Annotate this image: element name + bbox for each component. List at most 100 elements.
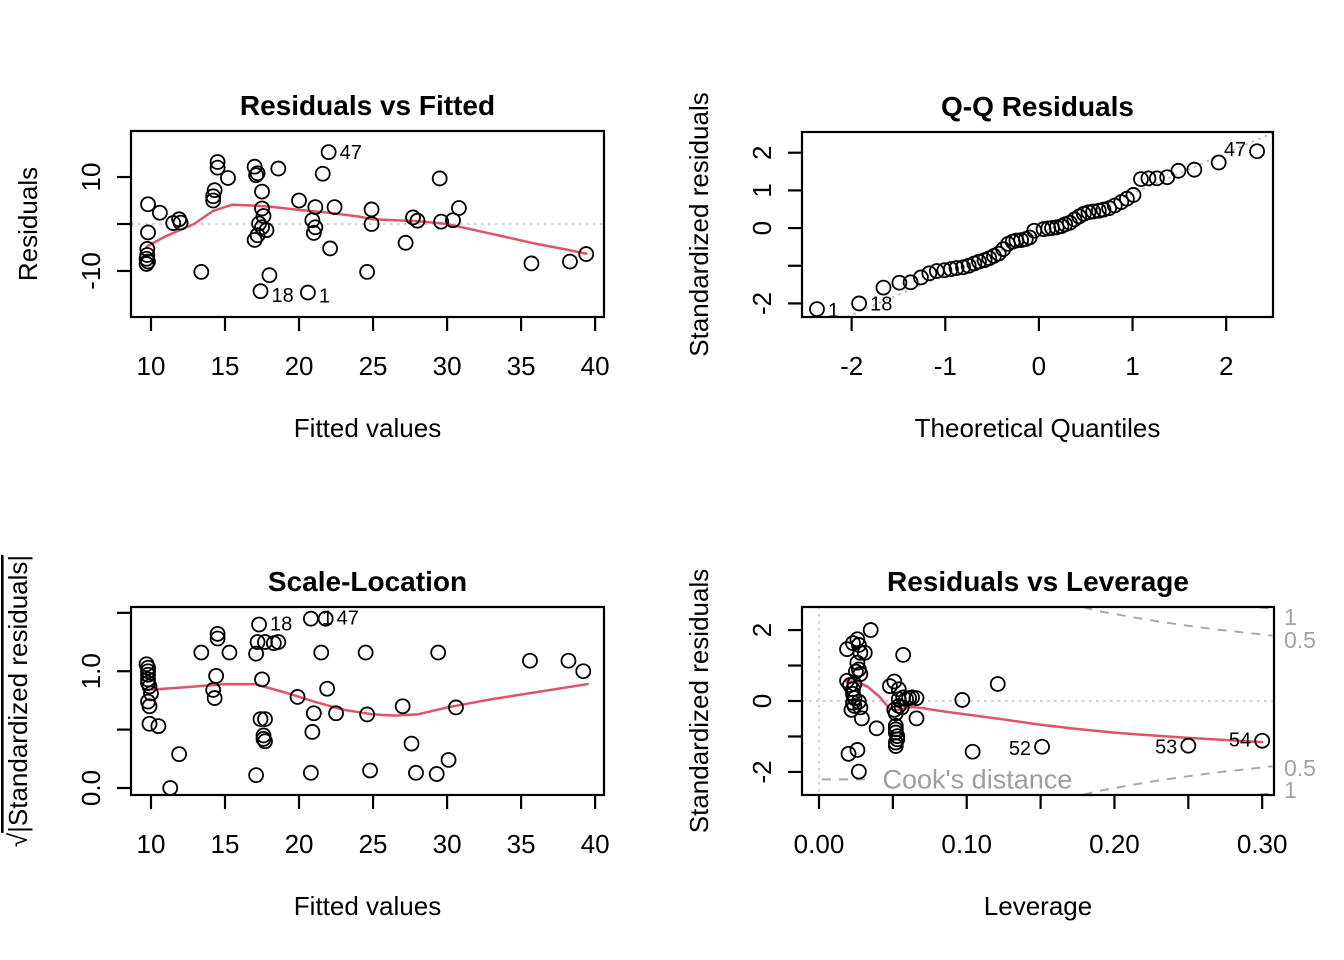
panel-title: Q-Q Residuals — [941, 91, 1134, 122]
data-point — [138, 256, 155, 272]
data-point — [171, 746, 188, 763]
x-tick-label: 0.30 — [1237, 829, 1288, 859]
data-point — [314, 165, 331, 182]
data-point — [881, 678, 898, 695]
x-tick-label: 40 — [581, 829, 610, 859]
data-point — [205, 192, 222, 209]
data-point — [856, 644, 873, 661]
data-point — [248, 767, 264, 784]
data-point — [913, 269, 929, 286]
data-point — [150, 718, 167, 735]
data-point — [254, 183, 270, 200]
point-label-1: 1 — [322, 608, 333, 630]
data-point — [1249, 143, 1265, 160]
data-point — [1254, 732, 1271, 749]
x-tick-label: 2 — [1219, 351, 1233, 381]
data-point — [887, 738, 904, 754]
cooks-distance-contour-0.5 — [1083, 607, 1273, 637]
data-point — [328, 705, 344, 722]
data-point — [1210, 154, 1227, 171]
panel-title: Residuals vs Leverage — [887, 566, 1189, 597]
qq-reference-line — [846, 132, 1273, 317]
cooks-distance-contour-0.5 — [1083, 765, 1273, 795]
data-point — [319, 680, 336, 697]
data-point — [1148, 170, 1165, 187]
data-point — [305, 225, 322, 241]
x-axis-title: Theoretical Quantiles — [915, 413, 1161, 443]
data-point — [578, 246, 595, 262]
panel-scale-location: 18 1 47 10 15 20 25 30 35 40 0.0 1.0 Scale-Location F… — [3, 555, 610, 921]
data-point — [852, 699, 869, 716]
data-point — [989, 676, 1006, 692]
data-point — [209, 159, 226, 176]
data-point — [408, 764, 424, 781]
smooth-trend-line — [844, 679, 1264, 744]
data-point — [852, 644, 869, 661]
panel-clipped-lines — [131, 203, 604, 255]
data-point — [908, 710, 925, 727]
data-point — [575, 663, 592, 680]
data-point — [440, 752, 457, 768]
data-point — [140, 666, 156, 683]
data-point — [143, 685, 159, 702]
data-point — [448, 699, 464, 716]
data-point — [895, 646, 912, 663]
data-point — [890, 681, 907, 698]
panel-clipped-lines — [145, 682, 589, 717]
data-point — [1133, 171, 1149, 187]
data-point — [206, 690, 223, 706]
data-point — [1180, 737, 1197, 754]
data-point — [254, 671, 270, 688]
panel-residuals-vs-fitted: 47 18 1 10 15 20 25 30 35 40 -10 10 Residuals vs Fit… — [13, 90, 610, 443]
y-axis-title: Standardized residuals — [684, 92, 714, 357]
data-point — [363, 216, 380, 232]
data-point — [326, 199, 343, 215]
data-point — [846, 698, 863, 714]
data-point — [405, 209, 421, 226]
point-label-54: 54 — [1229, 730, 1251, 752]
y-tick-label: 2 — [747, 623, 777, 637]
point-label-18: 18 — [870, 293, 892, 315]
data-point — [257, 711, 273, 727]
y-tick-label: 0.0 — [76, 770, 106, 806]
data-point — [252, 283, 269, 300]
data-point — [428, 766, 445, 782]
data-point — [248, 167, 264, 184]
point-label-47: 47 — [340, 142, 362, 164]
data-point — [522, 652, 538, 669]
data-point — [162, 780, 179, 796]
data-point — [839, 672, 855, 689]
data-point — [451, 200, 467, 216]
data-point — [270, 634, 287, 650]
y-axis-title: Standardized residuals — [684, 569, 714, 834]
data-point — [948, 260, 965, 276]
y-tick-label: 1.0 — [76, 653, 106, 689]
smooth-trend-line — [145, 682, 589, 717]
data-point — [1140, 170, 1157, 187]
data-point — [409, 212, 426, 229]
data-point — [921, 265, 938, 282]
y-tick-label: 1 — [747, 183, 777, 197]
data-point — [868, 720, 885, 737]
y-tick-label: 0 — [747, 694, 777, 708]
data-point — [560, 652, 577, 669]
x-tick-label: 25 — [359, 351, 388, 381]
x-tick-label: 40 — [581, 351, 610, 381]
x-tick-label: 20 — [285, 351, 314, 381]
point-label-1: 1 — [828, 300, 839, 322]
x-axis-title: Fitted values — [294, 413, 441, 443]
plot-frame — [800, 130, 1275, 319]
data-point — [254, 200, 270, 217]
data-point — [990, 245, 1007, 262]
point-label-18: 18 — [272, 285, 294, 307]
data-point — [1125, 187, 1142, 203]
data-point — [891, 274, 908, 291]
data-point — [249, 165, 266, 182]
x-tick-label: 0 — [1032, 351, 1046, 381]
x-tick-label: 20 — [285, 829, 314, 859]
data-point — [908, 690, 925, 707]
x-tick-label: 35 — [507, 351, 536, 381]
data-point — [954, 692, 971, 708]
data-point — [304, 724, 321, 740]
y-tick-label: -2 — [747, 760, 777, 783]
